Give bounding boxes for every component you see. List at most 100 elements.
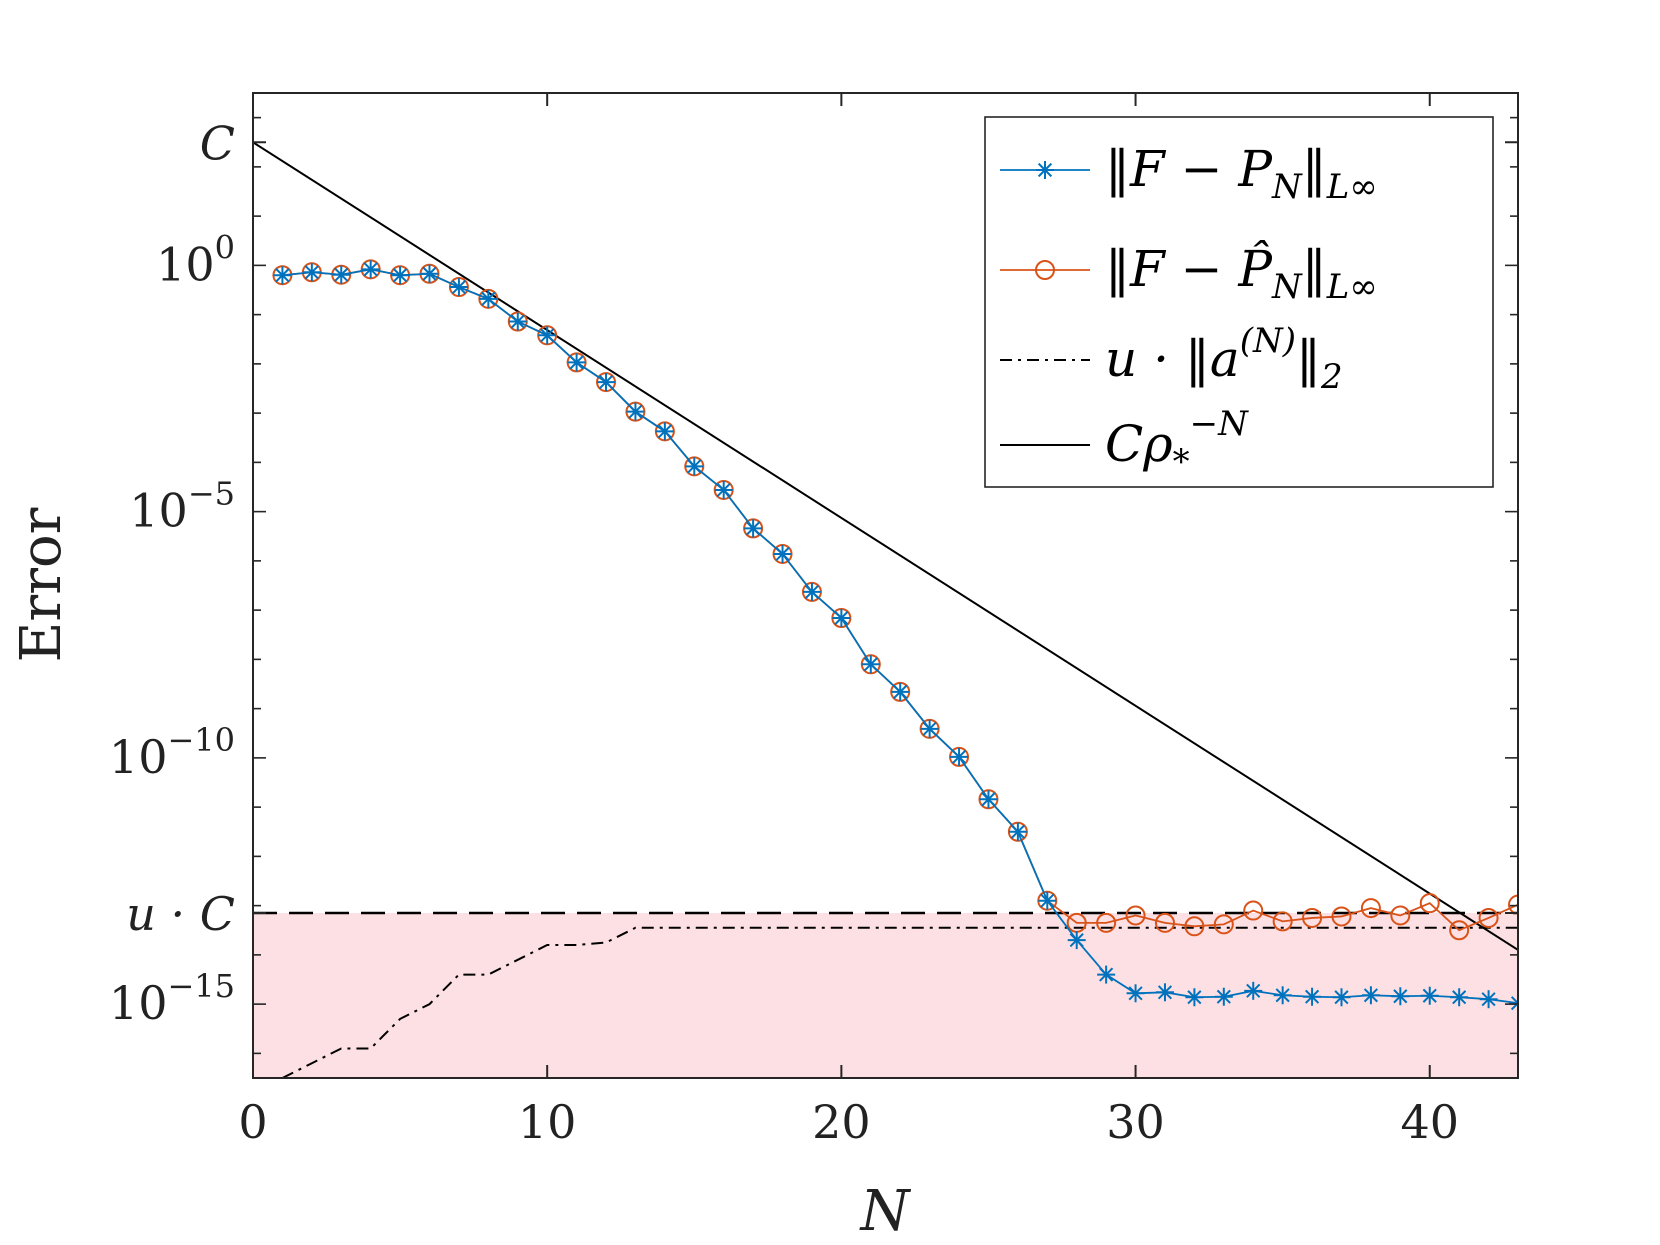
legend-label-sub: N <box>1271 267 1303 307</box>
legend-label-tail: ‖ <box>1296 330 1321 388</box>
x-axis-title: N <box>859 1179 912 1244</box>
y-axis-title: Error <box>9 507 74 662</box>
asterisk-point-34-stroke <box>1275 988 1290 1003</box>
asterisk-point-32 <box>1214 987 1233 1006</box>
asterisk-point-26-stroke <box>1040 893 1055 908</box>
asterisk-point-8 <box>508 312 527 331</box>
circle-point-42 <box>1508 894 1518 915</box>
y-tick-label: 10−10 <box>109 721 235 784</box>
asterisk-point-28 <box>1097 965 1116 984</box>
asterisk-point-35 <box>1303 987 1322 1006</box>
y-tick-label-exponent: 0 <box>215 228 235 266</box>
asterisk-point-18 <box>802 582 821 601</box>
asterisk-point-39 <box>1420 986 1439 1005</box>
asterisk-point-16-stroke <box>746 521 761 536</box>
asterisk-point-1-stroke <box>304 265 319 280</box>
asterisk-point-7 <box>479 289 498 308</box>
legend-box <box>984 116 1494 488</box>
legend-item-0: ‖F − PN‖L∞ <box>1000 140 1378 207</box>
asterisk-point-0-stroke <box>275 268 290 283</box>
circle-point-30 <box>1154 912 1175 933</box>
asterisk-point-33 <box>1244 981 1263 1000</box>
asterisk-point-4 <box>391 266 410 285</box>
asterisk-point-37 <box>1361 986 1380 1005</box>
y-tick-label-base: 10 <box>129 484 188 538</box>
asterisk-point-42 <box>1509 994 1518 1013</box>
asterisk-point-22 <box>920 719 939 738</box>
plot-frame <box>252 92 1519 1079</box>
asterisk-point-41-stroke <box>1481 992 1496 1007</box>
special-tick-label-0: C <box>200 116 235 170</box>
special-tick-label-1: u · C <box>126 887 235 941</box>
asterisk-point-9-stroke <box>540 328 555 343</box>
asterisk-point-36 <box>1332 988 1351 1007</box>
asterisk-point-8-stroke <box>510 314 525 329</box>
shaded-region <box>253 913 1518 1078</box>
x-tick-label: 20 <box>812 1095 871 1149</box>
asterisk-point-9 <box>538 326 557 345</box>
asterisk-point-30 <box>1155 983 1174 1002</box>
x-tick-label: 30 <box>1106 1095 1165 1149</box>
circle-point-39 <box>1419 893 1440 914</box>
asterisk-point-6-stroke <box>451 279 467 295</box>
asterisk-point-21 <box>891 682 910 701</box>
asterisk-point-25 <box>1008 822 1027 841</box>
asterisk-point-23 <box>950 747 969 766</box>
y-tick-label-exponent: −10 <box>167 721 235 759</box>
asterisk-point-36-stroke <box>1334 990 1349 1005</box>
asterisk-point-14-stroke <box>687 459 702 474</box>
asterisk-point-11-stroke <box>598 375 614 390</box>
asterisk-point-42-stroke <box>1510 1001 1518 1011</box>
asterisk-point-20 <box>861 655 880 674</box>
legend: ‖F − PN‖L∞‖F − P̂N‖L∞u · ‖a(N)‖2Cρ*−N <box>984 116 1494 488</box>
asterisk-point-6 <box>449 278 468 297</box>
asterisk-point-18-stroke <box>804 584 820 599</box>
asterisk-point-42-stroke <box>1510 996 1518 1005</box>
asterisk-point-20-stroke <box>863 657 878 672</box>
asterisk-point-15-stroke <box>716 482 731 498</box>
legend-label-0: ‖F − PN‖L∞ <box>1105 140 1378 207</box>
legend-label-main: u · ‖a <box>1105 330 1240 388</box>
legend-label-sub2: L∞ <box>1326 167 1378 207</box>
legend-label-sup: (N) <box>1240 321 1296 361</box>
asterisk-point-28-stroke <box>1099 967 1114 982</box>
asterisk-point-2 <box>332 265 351 284</box>
asterisk-point-16 <box>744 519 763 538</box>
y-tick-label-exponent: −15 <box>167 967 235 1005</box>
asterisk-point-15 <box>714 480 733 499</box>
series-line-3 <box>253 141 1518 951</box>
asterisk-point-39-stroke <box>1422 988 1437 1003</box>
legend-label-tail: ‖ <box>1302 240 1327 298</box>
circle-point-36 <box>1331 906 1352 927</box>
circle-point-31 <box>1184 916 1205 937</box>
legend-item-3: Cρ*−N <box>1000 404 1249 482</box>
asterisk-point-33-stroke <box>1246 983 1261 998</box>
asterisk-point-5-stroke <box>422 266 437 281</box>
circle-point-40 <box>1449 920 1470 941</box>
asterisk-point-2-stroke <box>334 267 349 282</box>
circle-point-35 <box>1302 907 1323 928</box>
asterisk-point-14 <box>685 457 704 476</box>
asterisk-point-38-stroke <box>1393 989 1408 1004</box>
asterisk-point-34 <box>1273 986 1292 1005</box>
circle-point-29 <box>1125 905 1146 926</box>
asterisk-point-32-stroke <box>1216 989 1231 1004</box>
asterisk-point-19 <box>832 609 851 628</box>
legend-label-main: ‖F − P <box>1105 140 1273 198</box>
asterisk-point-13-stroke <box>657 424 672 439</box>
asterisk-point-26 <box>1038 891 1057 910</box>
legend-label-3: Cρ*−N <box>1105 404 1249 482</box>
circle-point-33 <box>1243 900 1264 921</box>
legend-item-1: ‖F − P̂N‖L∞ <box>1000 239 1378 307</box>
asterisk-point-41 <box>1479 990 1498 1009</box>
asterisk-point-10-stroke <box>569 355 584 370</box>
legend-label-sub2: L∞ <box>1326 267 1378 307</box>
asterisk-point-30-stroke <box>1157 985 1173 1000</box>
y-tick-label-base: 10 <box>156 237 215 291</box>
legend-label-sub: N <box>1271 167 1303 207</box>
x-tick-label: 10 <box>518 1095 577 1149</box>
y-tick-label: 100 <box>156 228 235 291</box>
series-layer <box>253 141 1518 1078</box>
series-0 <box>273 260 1518 1013</box>
